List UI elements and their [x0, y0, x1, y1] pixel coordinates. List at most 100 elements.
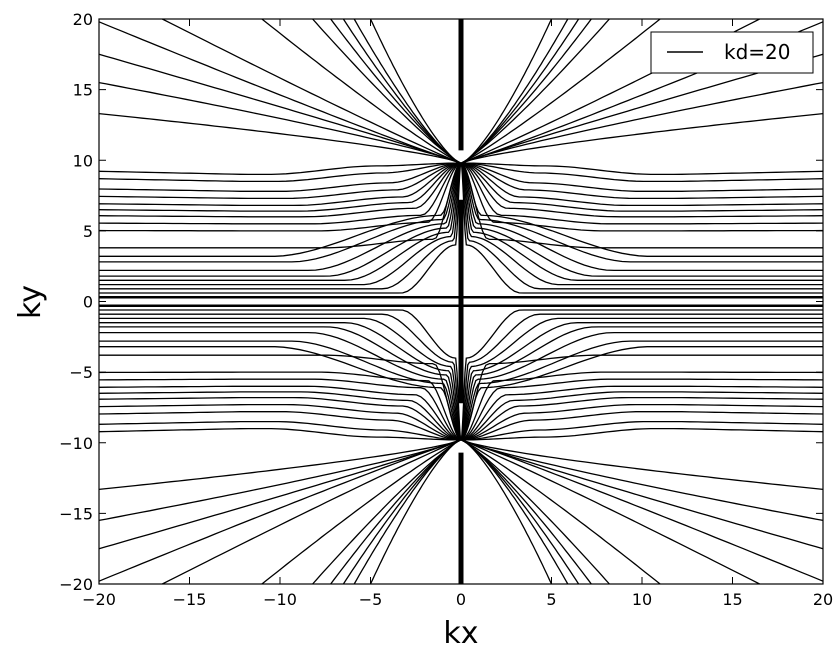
field-line-top	[461, 439, 610, 585]
field-line-near-axis	[460, 164, 823, 294]
x-axis-label: kx	[443, 616, 478, 648]
field-line-near-axis	[460, 162, 823, 281]
field-line-side	[99, 162, 461, 249]
field-line-side	[461, 354, 823, 441]
field-line-side	[98, 162, 461, 200]
field-line-side	[98, 385, 461, 441]
field-line-side	[98, 411, 461, 441]
field-line-top	[312, 18, 461, 164]
field-line-top	[461, 18, 610, 164]
field-line-near-axis	[460, 326, 823, 441]
field-line-side	[98, 162, 461, 232]
field-line-near-axis	[460, 163, 823, 286]
field-line-side	[98, 162, 461, 225]
field-line-top	[369, 18, 461, 164]
field-line-side	[98, 427, 461, 441]
field-line-side	[98, 403, 461, 441]
field-line-top	[461, 439, 760, 585]
field-line-top	[330, 18, 461, 164]
field-line-near-axis	[460, 322, 823, 441]
field-line-upper	[98, 112, 461, 164]
field-line-near-axis	[99, 340, 462, 441]
field-line-near-axis	[99, 163, 462, 290]
special-lines	[99, 19, 823, 584]
field-line-side	[461, 162, 824, 207]
field-line-near-axis	[99, 162, 462, 281]
y-axis-label: ky	[13, 285, 48, 319]
field-line-top	[461, 18, 661, 164]
field-line-near-axis	[99, 162, 462, 263]
field-line-side	[461, 391, 824, 441]
field-line-side	[461, 385, 824, 441]
field-line-top	[461, 18, 553, 164]
x-axis-ticks: −20 −15 −10 −5 0 5 10 15 20	[82, 19, 833, 609]
field-line-side	[461, 162, 824, 183]
field-line-upper	[461, 439, 824, 550]
field-line-near-axis	[99, 331, 461, 441]
x-tick-label: −15	[173, 590, 207, 609]
field-line-near-axis	[99, 313, 462, 440]
field-line-upper	[461, 112, 824, 164]
field-line-top	[369, 439, 461, 585]
field-line-top	[162, 18, 461, 164]
field-line-side	[461, 396, 824, 441]
y-tick-label: 5	[83, 222, 93, 241]
field-line-upper	[461, 439, 824, 522]
y-axis-ticks: −20 −15 −10 −5 0 5 10 15 20	[59, 10, 823, 594]
field-line-near-axis	[460, 346, 823, 441]
x-tick-label: 10	[632, 590, 652, 609]
y-tick-label: 20	[73, 10, 93, 29]
y-tick-label: 15	[73, 81, 93, 100]
field-line-near-axis	[460, 340, 823, 441]
field-line-side	[461, 403, 824, 441]
field-line-upper	[98, 21, 461, 164]
field-line-upper	[461, 439, 824, 491]
field-line-near-axis	[460, 162, 823, 263]
field-line-upper	[461, 439, 824, 582]
field-line-side	[98, 162, 461, 207]
y-tick-label: −15	[59, 504, 93, 523]
legend-entry: kd=20	[724, 40, 790, 64]
field-line-side	[461, 162, 824, 232]
x-tick-label: 20	[813, 590, 833, 609]
field-line-side	[461, 162, 824, 176]
field-line-near-axis	[99, 163, 462, 286]
field-line-upper	[461, 81, 824, 164]
field-line-upper	[98, 81, 461, 164]
field-line-side	[461, 162, 824, 192]
field-line-top	[461, 439, 553, 585]
field-line-side	[461, 411, 824, 441]
field-line-near-axis	[99, 162, 462, 257]
field-line-near-axis	[99, 317, 462, 440]
field-line-near-axis	[460, 162, 823, 277]
field-line-top	[312, 439, 461, 585]
field-line-side	[461, 162, 823, 249]
curve-group	[98, 18, 824, 585]
field-line-near-axis	[99, 346, 462, 441]
x-tick-label: −5	[359, 590, 383, 609]
field-line-side	[98, 396, 461, 441]
field-line-side	[98, 162, 461, 218]
field-line-side	[461, 162, 824, 225]
field-line-top	[162, 439, 461, 585]
y-tick-label: −10	[59, 434, 93, 453]
field-line-near-axis	[99, 164, 462, 294]
field-line-top	[461, 439, 592, 585]
field-line-side	[461, 371, 824, 441]
field-line-near-axis	[99, 322, 462, 441]
field-line-top	[261, 439, 461, 585]
field-line-upper	[98, 439, 461, 522]
field-line-near-axis	[461, 331, 823, 441]
y-tick-label: −5	[69, 363, 93, 382]
field-line-side	[98, 420, 461, 441]
field-line-side	[98, 371, 461, 441]
x-tick-label: 0	[456, 590, 466, 609]
field-line-side	[461, 162, 824, 200]
y-tick-label: −20	[59, 575, 93, 594]
field-line-side	[98, 162, 461, 183]
field-line-side	[461, 378, 824, 441]
legend: kd=20	[650, 31, 814, 74]
field-line-near-axis	[99, 326, 462, 441]
field-line-side	[99, 354, 461, 441]
